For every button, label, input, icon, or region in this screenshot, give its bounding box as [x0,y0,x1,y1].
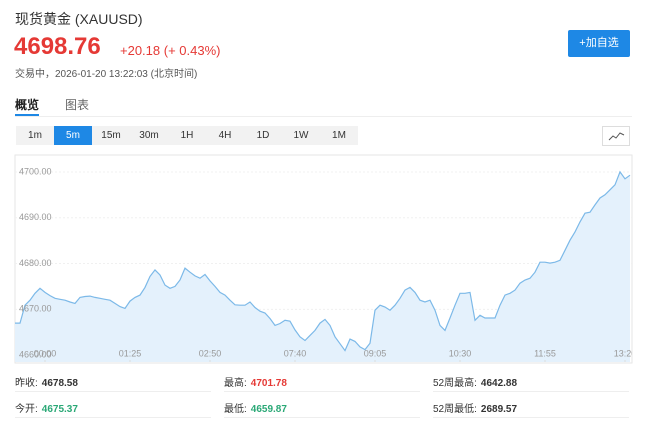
stat-divider [433,391,629,392]
stat-divider [433,417,629,418]
area [15,171,630,362]
interval-button[interactable]: 1H [168,126,206,145]
interval-button[interactable]: 1W [282,126,320,145]
price-change: +20.18 (+ 0.43%) [120,43,221,58]
tab[interactable]: 概览 [15,98,40,112]
price-line [15,170,631,352]
y-tick-label: 4660.00 [19,350,52,360]
stat-divider [224,417,420,418]
interval-button[interactable]: 1m [16,126,54,145]
stat-label: 最高: [224,378,247,389]
y-tick-label: 4690.00 [19,212,52,222]
tab-underline [15,114,39,116]
stat-divider [224,391,420,392]
x-tick-label: 10:30 [449,348,472,358]
stat-label: 昨收: [15,378,38,389]
stat-label: 今开: [15,404,38,415]
stat: 最低: 4659.87 [224,400,287,415]
stat-value: 4642.88 [480,378,518,389]
stat-divider [15,391,211,392]
y-tick-label: 4670.00 [19,304,52,314]
stat-label: 52周最低: [433,404,477,415]
x-tick-label: 02:50 [199,348,222,358]
stat: 昨收: 4678.58 [15,374,78,389]
stat-value: 4659.87 [250,404,287,415]
stat: 最高: 4701.78 [224,374,287,389]
tab[interactable]: 图表 [65,98,90,112]
stat: 52周最高: 4642.88 [433,374,517,389]
stat-label: 最低: [224,404,247,415]
price: 4698.76 [14,33,101,60]
interval-button[interactable]: 15m [92,126,130,145]
stat-value: 4701.78 [250,378,287,389]
stat: 52周最低: 2689.57 [433,400,517,415]
interval-button[interactable]: 5m [54,126,92,145]
interval-button[interactable]: 1M [320,126,358,145]
add-watchlist-button[interactable]: +加自选 [568,30,630,57]
x-tick-label: 00:00 [34,348,57,358]
stat-divider [15,417,211,418]
y-tick-label: 4700.00 [19,166,52,176]
x-tick-label: 01:25 [119,348,142,358]
trade-status: 交易中，2026-01-20 13:22:03 (北京时间) [15,69,198,80]
stat-value: 2689.57 [480,404,518,415]
stat: 今开: 4675.37 [15,400,78,415]
y-tick-label: 4680.00 [19,258,52,268]
x-tick-label: 11:55 [534,348,556,358]
interval-button[interactable]: 30m [130,126,168,145]
stat-label: 52周最高: [433,378,477,389]
chart-style-button[interactable] [602,126,630,146]
x-tick-label: 07:40 [284,348,307,358]
tab-divider [15,116,632,117]
icon [608,132,625,141]
title: 现货黄金 (XAUUSD) [15,11,143,27]
x-tick-label: 09:05 [364,348,387,358]
interval-button[interactable]: 1D [244,126,282,145]
x-tick-label: 13:20 [614,348,637,358]
plot: 4660.00 4670.00 4680.00 4690.00 4700.00 00:00… [15,166,637,362]
stat-value: 4678.58 [41,378,78,389]
interval-button[interactable]: 4H [206,126,244,145]
stat-value: 4675.37 [41,404,78,415]
